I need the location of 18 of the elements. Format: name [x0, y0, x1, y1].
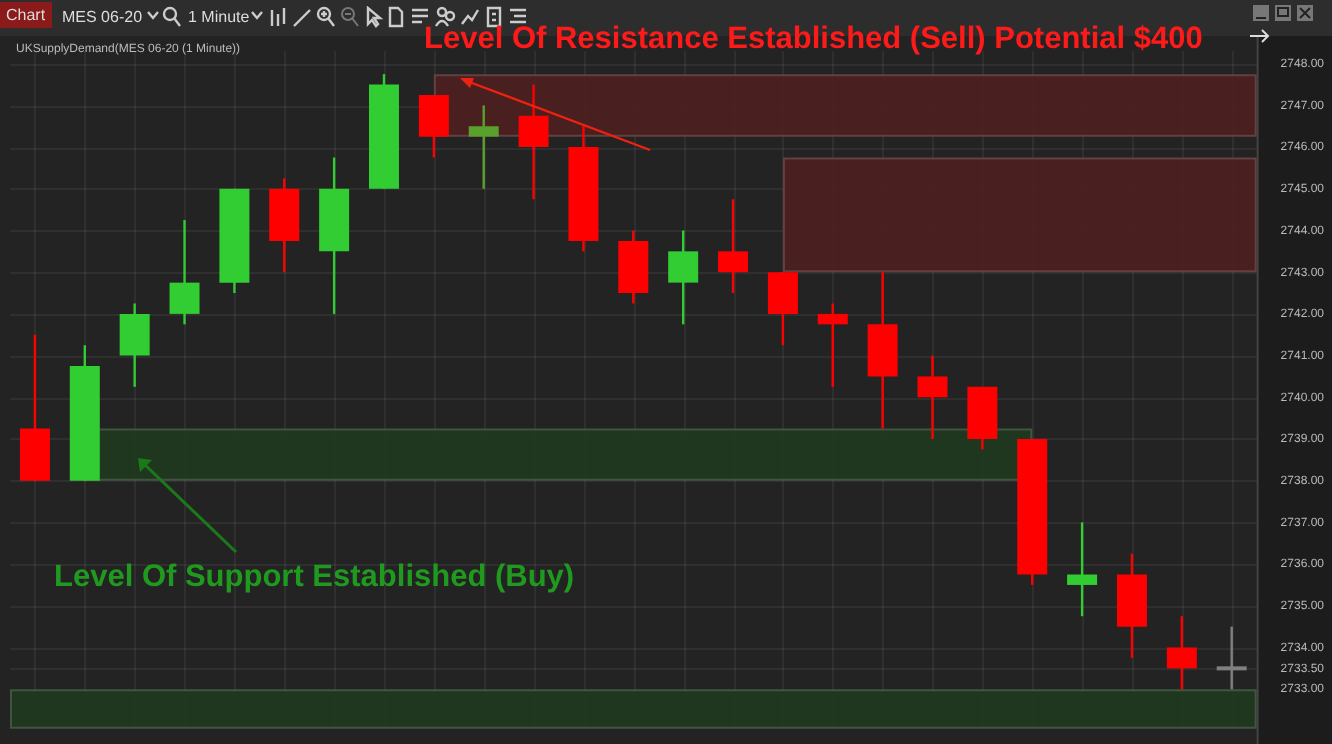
- candlestick: [169, 218, 200, 326]
- candlestick: [119, 302, 150, 389]
- candlestick: [468, 104, 499, 191]
- candlestick: [767, 271, 798, 347]
- text: MES 06-20: [62, 8, 143, 26]
- annotation: Level Of Resistance Established (Sell) Potential $400: [424, 22, 1203, 58]
- candlestick: [668, 229, 699, 326]
- candlestick: [917, 354, 948, 441]
- candlestick: [1067, 521, 1098, 618]
- annotation: Level Of Support Established (Buy): [54, 560, 575, 596]
- candlestick: [518, 83, 549, 201]
- candlestick: [1216, 625, 1247, 691]
- candlestick: [1166, 615, 1197, 691]
- candlestick: [817, 302, 848, 389]
- text: 1 Minute: [188, 8, 250, 26]
- text: Chart: [0, 2, 52, 28]
- candlestick: [418, 93, 449, 159]
- candlestick: [718, 198, 749, 295]
